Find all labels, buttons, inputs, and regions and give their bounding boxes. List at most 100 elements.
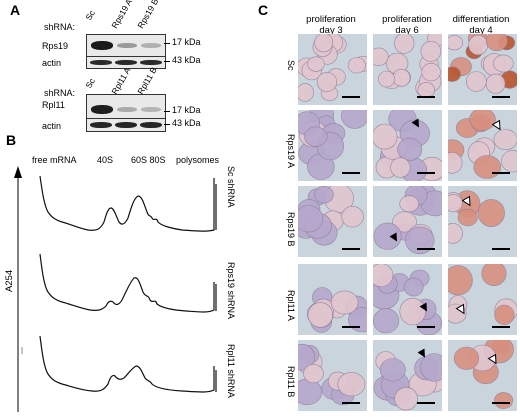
column-title-line2: day 3 [319,25,343,36]
cell [373,308,400,334]
cell [298,205,324,233]
micrograph-image [448,264,517,328]
cell [392,68,411,87]
micrograph [373,264,442,335]
cell [493,54,514,73]
micrograph-image [306,287,367,333]
absorbance-trace [39,175,217,232]
cell [501,150,517,173]
cell [448,265,473,296]
column-title: proliferation day 6 [372,14,442,36]
shrna-label: shRNA: [44,22,76,32]
scale-bar [417,326,435,328]
micrograph-image [453,340,514,409]
blot-strip-actin [86,56,166,69]
scale-bar [342,248,360,250]
column-title-line2: day 6 [395,25,419,36]
marker-label: 17 kDa [172,105,201,115]
row-label: Sc [286,60,296,71]
cell [307,302,333,328]
cell [397,137,423,162]
filled-arrowhead-icon [411,118,419,128]
row-label: Rpl11 A [286,290,296,321]
cell [379,358,406,382]
micrograph [298,186,367,257]
cell [420,353,442,382]
scale-bar [417,402,435,404]
cell [448,223,463,244]
blot-band [90,122,112,128]
filled-arrowhead-icon [389,232,397,242]
column-title-line2: day 4 [469,25,493,36]
blot-band [117,43,137,48]
lane-label: Rpl11 B [135,65,159,96]
micrograph-image [373,348,442,411]
scale-bar [417,96,435,98]
cell [465,71,487,92]
blot-band [91,41,113,50]
blot-band [115,60,137,65]
cell [316,72,337,92]
micrograph-image [448,34,517,98]
cell [314,186,334,204]
micrograph-image [373,186,442,255]
scale-bar [492,326,510,328]
trace-label-rps19: Rps19 shRNA [226,262,236,320]
cell [373,222,402,250]
micrograph [448,34,517,105]
blot-band [91,105,113,114]
cell [392,211,417,233]
micrograph [373,34,442,105]
blot-band [141,43,161,48]
cell [405,226,435,255]
micrograph-image [373,264,442,335]
shrna-label: shRNA: [44,88,76,98]
blot-strip-actin [86,118,166,132]
open-arrowhead-icon [491,119,501,131]
micrograph [298,110,367,181]
cell [453,346,480,370]
micrograph [373,110,442,181]
protein-label: Rpl11 [42,100,65,110]
profile-header-40s: 40S [97,155,114,165]
row-label: Rps19 A [286,134,296,169]
cell [347,57,366,74]
blot-strip-rpl11 [86,94,166,120]
cell [298,343,315,371]
cell [457,208,478,227]
cell [394,387,418,411]
cell [373,264,394,288]
cell [373,47,389,66]
cell [348,307,367,333]
scale-bar [342,326,360,328]
scale-bar [417,248,435,250]
scale-bar [342,96,360,98]
absorbance-trace [39,335,217,393]
scale-bar [492,172,510,174]
micrograph [448,264,517,335]
micrograph-image [298,34,367,102]
protein-label: actin [42,121,62,131]
marker-tick [164,124,170,125]
scale-bar [342,402,360,404]
scale-bar [342,172,360,174]
micrograph-image [448,190,510,250]
row-label: Rpl11 B [286,366,296,398]
cell [303,363,324,384]
micrograph [298,264,367,335]
micrograph [448,340,517,411]
lane-label: Sc [83,76,97,90]
micrograph [373,186,442,257]
marker-tick [164,43,170,44]
marker-tick [164,61,170,62]
absorbance-trace [39,253,217,313]
blot-band [140,60,162,65]
micrograph-image [373,110,442,181]
lane-label: Rps19 B [135,0,161,30]
profile-header-60s-80s: 60S 80S [131,155,166,165]
cell [304,126,328,147]
cell [337,372,366,397]
column-title: differentiation day 4 [446,14,516,36]
cell [307,56,325,72]
cell [314,34,334,53]
